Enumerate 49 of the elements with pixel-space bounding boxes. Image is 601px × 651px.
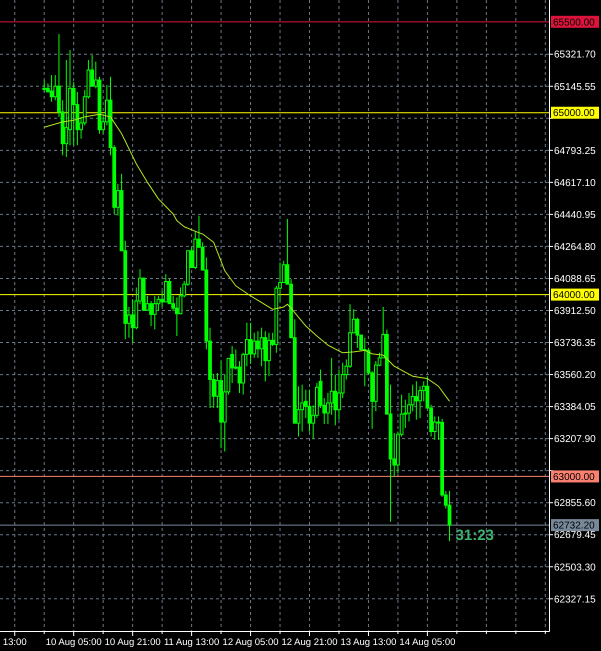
y-tick-label: 64793.25 [554, 146, 596, 157]
x-tick-label: 11 Aug 13:00 [164, 637, 220, 648]
candlestick [72, 81, 76, 146]
candlestick [152, 295, 157, 330]
candlestick [248, 322, 252, 364]
y-tick-label: 62679.45 [554, 530, 596, 542]
y-tick-label: 65145.55 [554, 82, 596, 93]
y-tick-label: 65321.70 [554, 50, 596, 61]
candlestick [300, 384, 304, 432]
y-tick-label: 64617.10 [554, 178, 596, 189]
ref-line-label: 65500.00 [553, 17, 596, 28]
annotation: 31:23 [456, 527, 494, 544]
candlestick [42, 80, 46, 92]
y-tick-label: 63912.50 [554, 306, 596, 317]
candlestick [418, 386, 422, 419]
x-tick-label: 14 Aug 05:00 [399, 637, 456, 648]
y-tick-label: 62855.60 [554, 498, 596, 510]
y-tick-label: 62503.30 [554, 562, 596, 574]
candlestick [252, 332, 256, 358]
candlestick [448, 490, 452, 542]
y-tick-label: 64440.95 [554, 210, 596, 221]
y-tick-label: 63736.35 [554, 338, 596, 350]
x-tick-label: 13:00 [2, 637, 27, 648]
y-tick-label: 62327.15 [554, 594, 596, 606]
y-tick-label: 63207.90 [554, 434, 596, 446]
x-tick-label: 12 Aug 21:00 [282, 637, 338, 648]
y-tick-label: 63384.05 [554, 402, 596, 414]
candlestick [174, 296, 179, 337]
x-tick-label: 13 Aug 13:00 [340, 637, 396, 648]
candlestick [256, 330, 260, 358]
ref-line-label: 62732.20 [553, 520, 596, 532]
candlestick [267, 332, 271, 377]
x-tick-label: 10 Aug 05:00 [46, 637, 102, 648]
y-tick-label: 64264.80 [554, 242, 596, 253]
x-tick-label: 10 Aug 21:00 [104, 637, 161, 648]
candlestick [50, 74, 54, 102]
y-tick-label: 64088.65 [554, 274, 596, 285]
ref-line-label: 64000.00 [553, 290, 596, 302]
ref-line-label: 65000.00 [553, 108, 596, 120]
ref-line-label: 63000.00 [553, 472, 596, 483]
candlestick [414, 380, 418, 420]
candlestick [260, 327, 264, 367]
candlestick [356, 317, 360, 348]
candlestick [263, 330, 268, 382]
candlestick [149, 300, 153, 327]
candlestick [164, 274, 168, 304]
y-tick-label: 63560.20 [554, 370, 596, 382]
candlestick [130, 298, 135, 344]
x-tick-label: 12 Aug 05:00 [222, 637, 279, 648]
